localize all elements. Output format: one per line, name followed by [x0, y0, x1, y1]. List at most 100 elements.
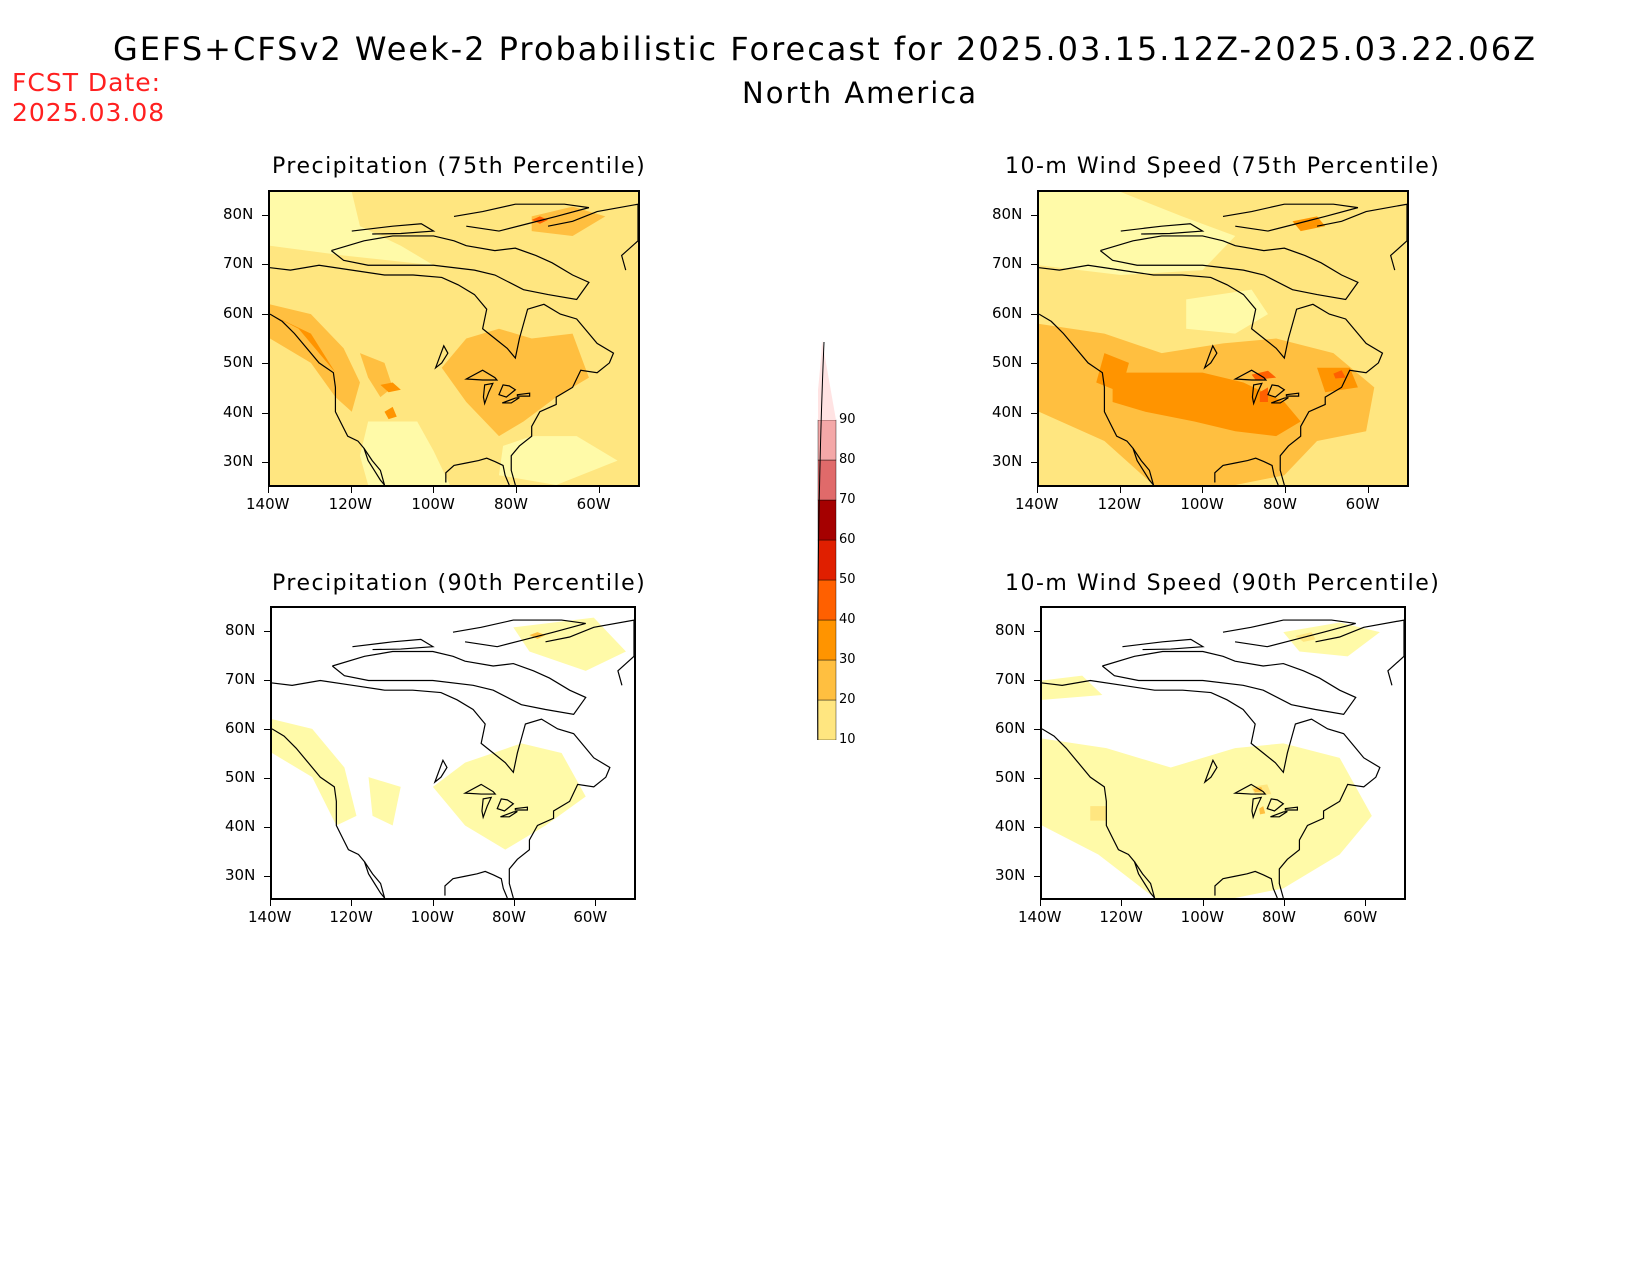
coastlines	[272, 619, 634, 898]
lat-tick-label: 60N	[995, 718, 1026, 737]
lat-tick-label: 30N	[995, 865, 1026, 884]
lon-tick-mark	[598, 487, 600, 493]
lon-tick-label: 120W	[328, 495, 373, 513]
lat-tick-mark	[1034, 777, 1040, 779]
lon-tick-label: 100W	[1180, 908, 1225, 926]
lat-tick-mark	[264, 826, 270, 828]
lon-tick-label: 120W	[329, 908, 373, 926]
lon-tick-mark	[433, 487, 435, 493]
lon-tick-mark	[1202, 487, 1204, 493]
lon-tick-mark	[595, 900, 597, 906]
lat-tick-mark	[262, 412, 268, 414]
lon-tick-mark	[1365, 900, 1367, 906]
lon-tick-label: 60W	[1343, 908, 1378, 926]
lat-tick-mark	[1034, 630, 1040, 632]
probability-shading	[1039, 192, 1407, 485]
lat-tick-mark	[1034, 679, 1040, 681]
colorbar-label: 40	[839, 612, 856, 627]
lat-tick-label: 80N	[223, 204, 254, 223]
lon-tick-label: 100W	[411, 495, 455, 513]
lon-tick-mark	[351, 900, 353, 906]
map-canvas	[1039, 192, 1407, 485]
lat-tick-mark	[262, 264, 268, 266]
lon-tick-label: 60W	[573, 908, 608, 926]
lat-tick-mark	[1031, 412, 1037, 414]
lat-tick-mark	[264, 728, 270, 730]
lon-tick-label: 80W	[1262, 908, 1296, 926]
lat-tick-mark	[264, 777, 270, 779]
lat-tick-mark	[1031, 313, 1037, 315]
coastlines	[1039, 203, 1407, 485]
lon-tick-label: 80W	[492, 908, 526, 926]
lon-tick-mark	[1037, 487, 1038, 493]
colorbar-label: 60	[839, 532, 856, 547]
lat-tick-label: 70N	[995, 669, 1026, 688]
lat-tick-mark	[1034, 826, 1040, 828]
probability-shading	[270, 192, 638, 485]
lon-tick-label: 80W	[494, 495, 528, 513]
lat-tick-mark	[1031, 264, 1037, 266]
lat-tick-label: 80N	[995, 620, 1026, 639]
lat-tick-label: 60N	[992, 303, 1023, 322]
lat-tick-label: 80N	[992, 204, 1023, 223]
lon-tick-mark	[1284, 900, 1285, 906]
lat-tick-label: 60N	[223, 303, 254, 322]
lon-tick-label: 100W	[410, 908, 455, 926]
lon-tick-mark	[1202, 900, 1204, 906]
lon-tick-mark	[270, 900, 271, 906]
lon-tick-label: 120W	[1099, 908, 1143, 926]
lon-tick-mark	[350, 487, 352, 493]
lon-tick-label: 120W	[1097, 495, 1142, 513]
lat-tick-mark	[262, 313, 268, 315]
lon-tick-label: 60W	[576, 495, 611, 513]
lat-tick-label: 40N	[992, 402, 1023, 421]
lat-tick-mark	[1034, 728, 1040, 730]
lon-tick-label: 140W	[1015, 495, 1059, 513]
map-canvas	[272, 608, 634, 898]
map-frame	[1040, 606, 1406, 900]
fcst-date-value: 2025.03.08	[12, 98, 166, 127]
lat-tick-label: 30N	[992, 452, 1023, 471]
lat-tick-label: 40N	[225, 816, 256, 835]
lat-tick-label: 50N	[225, 767, 256, 786]
lat-tick-label: 50N	[992, 353, 1023, 372]
lat-tick-label: 80N	[225, 620, 256, 639]
colorbar-legend: 10 20 30 40 50 60 70 80 90	[800, 330, 880, 821]
lat-tick-mark	[262, 214, 268, 216]
lon-tick-mark	[432, 900, 434, 906]
colorbar-label: 20	[839, 692, 856, 707]
coastlines	[1042, 619, 1404, 898]
panel-title: 10-m Wind Speed (90th Percentile)	[1005, 571, 1441, 596]
lat-tick-mark	[1031, 363, 1037, 365]
lon-tick-label: 60W	[1345, 495, 1380, 513]
lat-tick-label: 40N	[223, 402, 254, 421]
panel-title: Precipitation (90th Percentile)	[272, 571, 647, 596]
lon-tick-label: 140W	[1018, 908, 1062, 926]
lat-tick-label: 50N	[223, 353, 254, 372]
lon-tick-mark	[1121, 900, 1123, 906]
map-canvas	[270, 192, 638, 485]
lon-tick-mark	[514, 900, 515, 906]
map-canvas	[1042, 608, 1404, 898]
lon-tick-label: 80W	[1263, 495, 1297, 513]
lat-tick-mark	[264, 630, 270, 632]
lat-tick-label: 50N	[995, 767, 1026, 786]
panel-title: Precipitation (75th Percentile)	[272, 154, 647, 179]
lat-tick-label: 60N	[225, 718, 256, 737]
colorbar-label: 50	[839, 572, 856, 587]
lon-tick-label: 140W	[246, 495, 290, 513]
colorbar-label: 70	[839, 492, 856, 507]
lat-tick-label: 40N	[995, 816, 1026, 835]
lat-tick-mark	[1031, 462, 1037, 464]
coastlines	[270, 203, 638, 485]
lat-tick-mark	[262, 462, 268, 464]
panel-title: 10-m Wind Speed (75th Percentile)	[1005, 154, 1441, 179]
main-title: GEFS+CFSv2 Week-2 Probabilistic Forecast…	[112, 30, 1538, 68]
map-frame	[270, 606, 636, 900]
lon-tick-mark	[516, 487, 517, 493]
lat-tick-label: 70N	[223, 254, 254, 273]
lon-tick-mark	[1119, 487, 1121, 493]
lat-tick-label: 70N	[992, 254, 1023, 273]
colorbar-label: 10	[839, 732, 856, 747]
map-frame	[1037, 190, 1409, 487]
